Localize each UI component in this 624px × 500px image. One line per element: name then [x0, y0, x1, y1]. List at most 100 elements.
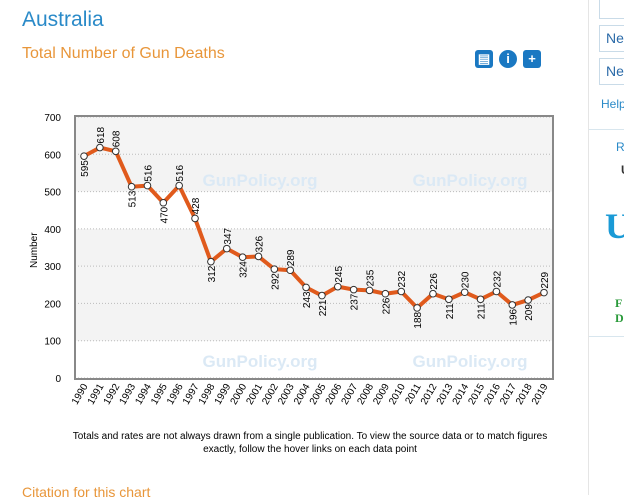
data-label: 232 — [492, 270, 503, 287]
data-label: 211 — [445, 303, 456, 319]
y-tick-label: 100 — [44, 337, 61, 348]
printer-icon[interactable]: ▤ — [475, 50, 493, 68]
y-tick-label: 0 — [55, 374, 61, 385]
data-label: 513 — [128, 190, 139, 207]
data-point — [286, 266, 295, 275]
country-title: Australia — [22, 8, 104, 31]
y-tick-label: 500 — [44, 188, 61, 199]
line-chart: 0 100 200 300 400 500 600 700 GunPolicy.org GunPo… — [29, 113, 554, 407]
data-point — [476, 295, 485, 304]
data-label: 289 — [286, 249, 297, 266]
data-point — [333, 282, 342, 291]
grid-band — [75, 154, 553, 192]
data-point — [429, 289, 437, 298]
watermark: GunPolicy.org — [413, 352, 528, 371]
data-label: 324 — [239, 261, 250, 278]
data-point — [318, 291, 326, 300]
watermark: GunPolicy.org — [203, 352, 318, 371]
data-label: 312 — [207, 265, 218, 282]
data-point — [111, 147, 120, 156]
citation-link[interactable]: Citation for this chart — [22, 484, 151, 500]
data-label: 516 — [143, 164, 154, 181]
data-point — [413, 304, 421, 312]
plus-icon[interactable]: + — [523, 50, 541, 68]
data-point — [381, 289, 390, 298]
data-point — [80, 152, 88, 160]
x-tick-label: 2019 — [530, 382, 551, 407]
y-tick-label: 200 — [44, 299, 61, 310]
data-label: 188 — [413, 311, 424, 328]
data-label: 232 — [397, 270, 408, 287]
data-label: 229 — [540, 271, 551, 288]
data-label: 245 — [334, 266, 345, 283]
sidebar-text: Re — [616, 140, 624, 154]
data-label: 470 — [159, 206, 170, 223]
data-label: 428 — [191, 197, 202, 214]
data-point — [508, 301, 517, 309]
y-tick-label: 600 — [44, 150, 61, 161]
data-label: 516 — [175, 164, 186, 181]
data-point — [207, 257, 215, 266]
sidebar-logo: U — [605, 206, 624, 246]
sidebar-item[interactable]: Ne — [599, 25, 624, 52]
sidebar-item[interactable]: Ne — [599, 58, 624, 85]
data-point — [238, 253, 247, 261]
data-point — [143, 181, 152, 190]
data-point — [270, 265, 279, 273]
data-label: 608 — [112, 130, 123, 147]
data-point — [492, 287, 501, 296]
data-point — [254, 252, 263, 261]
sidebar-text: U — [621, 163, 624, 177]
y-axis-label: Number — [29, 232, 40, 268]
y-tick-label: 400 — [44, 225, 61, 236]
data-label: 237 — [350, 293, 361, 310]
data-point — [127, 182, 136, 191]
data-label: 226 — [429, 273, 440, 290]
data-label: 196 — [508, 308, 519, 325]
sidebar-text: D — [615, 311, 624, 325]
y-tick-label: 700 — [44, 113, 61, 124]
help-link[interactable]: Help — [601, 97, 624, 111]
data-point — [397, 287, 406, 296]
data-point — [524, 296, 532, 304]
right-sidebar: Ne Ne Help Re U U F D — [588, 0, 624, 495]
watermark: GunPolicy.org — [413, 171, 528, 190]
watermark: GunPolicy.org — [203, 171, 318, 190]
data-point — [96, 143, 104, 152]
grid-band — [75, 117, 553, 155]
plot-border — [74, 115, 554, 380]
data-label: 347 — [223, 227, 234, 244]
chart-note: Totals and rates are not always drawn fr… — [72, 431, 548, 455]
data-point — [222, 244, 231, 253]
chart-subtitle: Total Number of Gun Deaths — [22, 45, 225, 62]
data-point — [445, 295, 453, 304]
data-point — [349, 285, 358, 294]
data-label: 326 — [254, 235, 265, 252]
data-point — [540, 288, 548, 297]
data-point — [460, 288, 469, 297]
data-label: 292 — [270, 273, 281, 290]
data-label: 243 — [302, 291, 313, 308]
y-tick-label: 300 — [44, 262, 61, 273]
data-label: 235 — [366, 269, 377, 286]
data-point — [159, 198, 168, 207]
data-point — [365, 286, 374, 295]
data-label: 226 — [381, 297, 392, 314]
data-point — [175, 181, 183, 190]
x-tick-label: 2010 — [387, 382, 408, 407]
data-label: 618 — [96, 126, 107, 143]
grid-band — [75, 228, 553, 267]
data-label: 595 — [80, 160, 91, 177]
data-label: 221 — [318, 299, 329, 316]
info-icon[interactable]: i — [499, 50, 517, 68]
data-label: 211 — [477, 303, 488, 319]
grid-band — [75, 303, 553, 341]
grid-band — [75, 340, 553, 378]
sidebar-box[interactable] — [599, 0, 624, 19]
grid-band — [75, 191, 553, 229]
sidebar-text: F — [615, 296, 623, 310]
data-point — [302, 283, 310, 292]
data-label: 230 — [461, 271, 472, 288]
data-point — [191, 214, 199, 223]
data-label: 209 — [524, 304, 535, 321]
